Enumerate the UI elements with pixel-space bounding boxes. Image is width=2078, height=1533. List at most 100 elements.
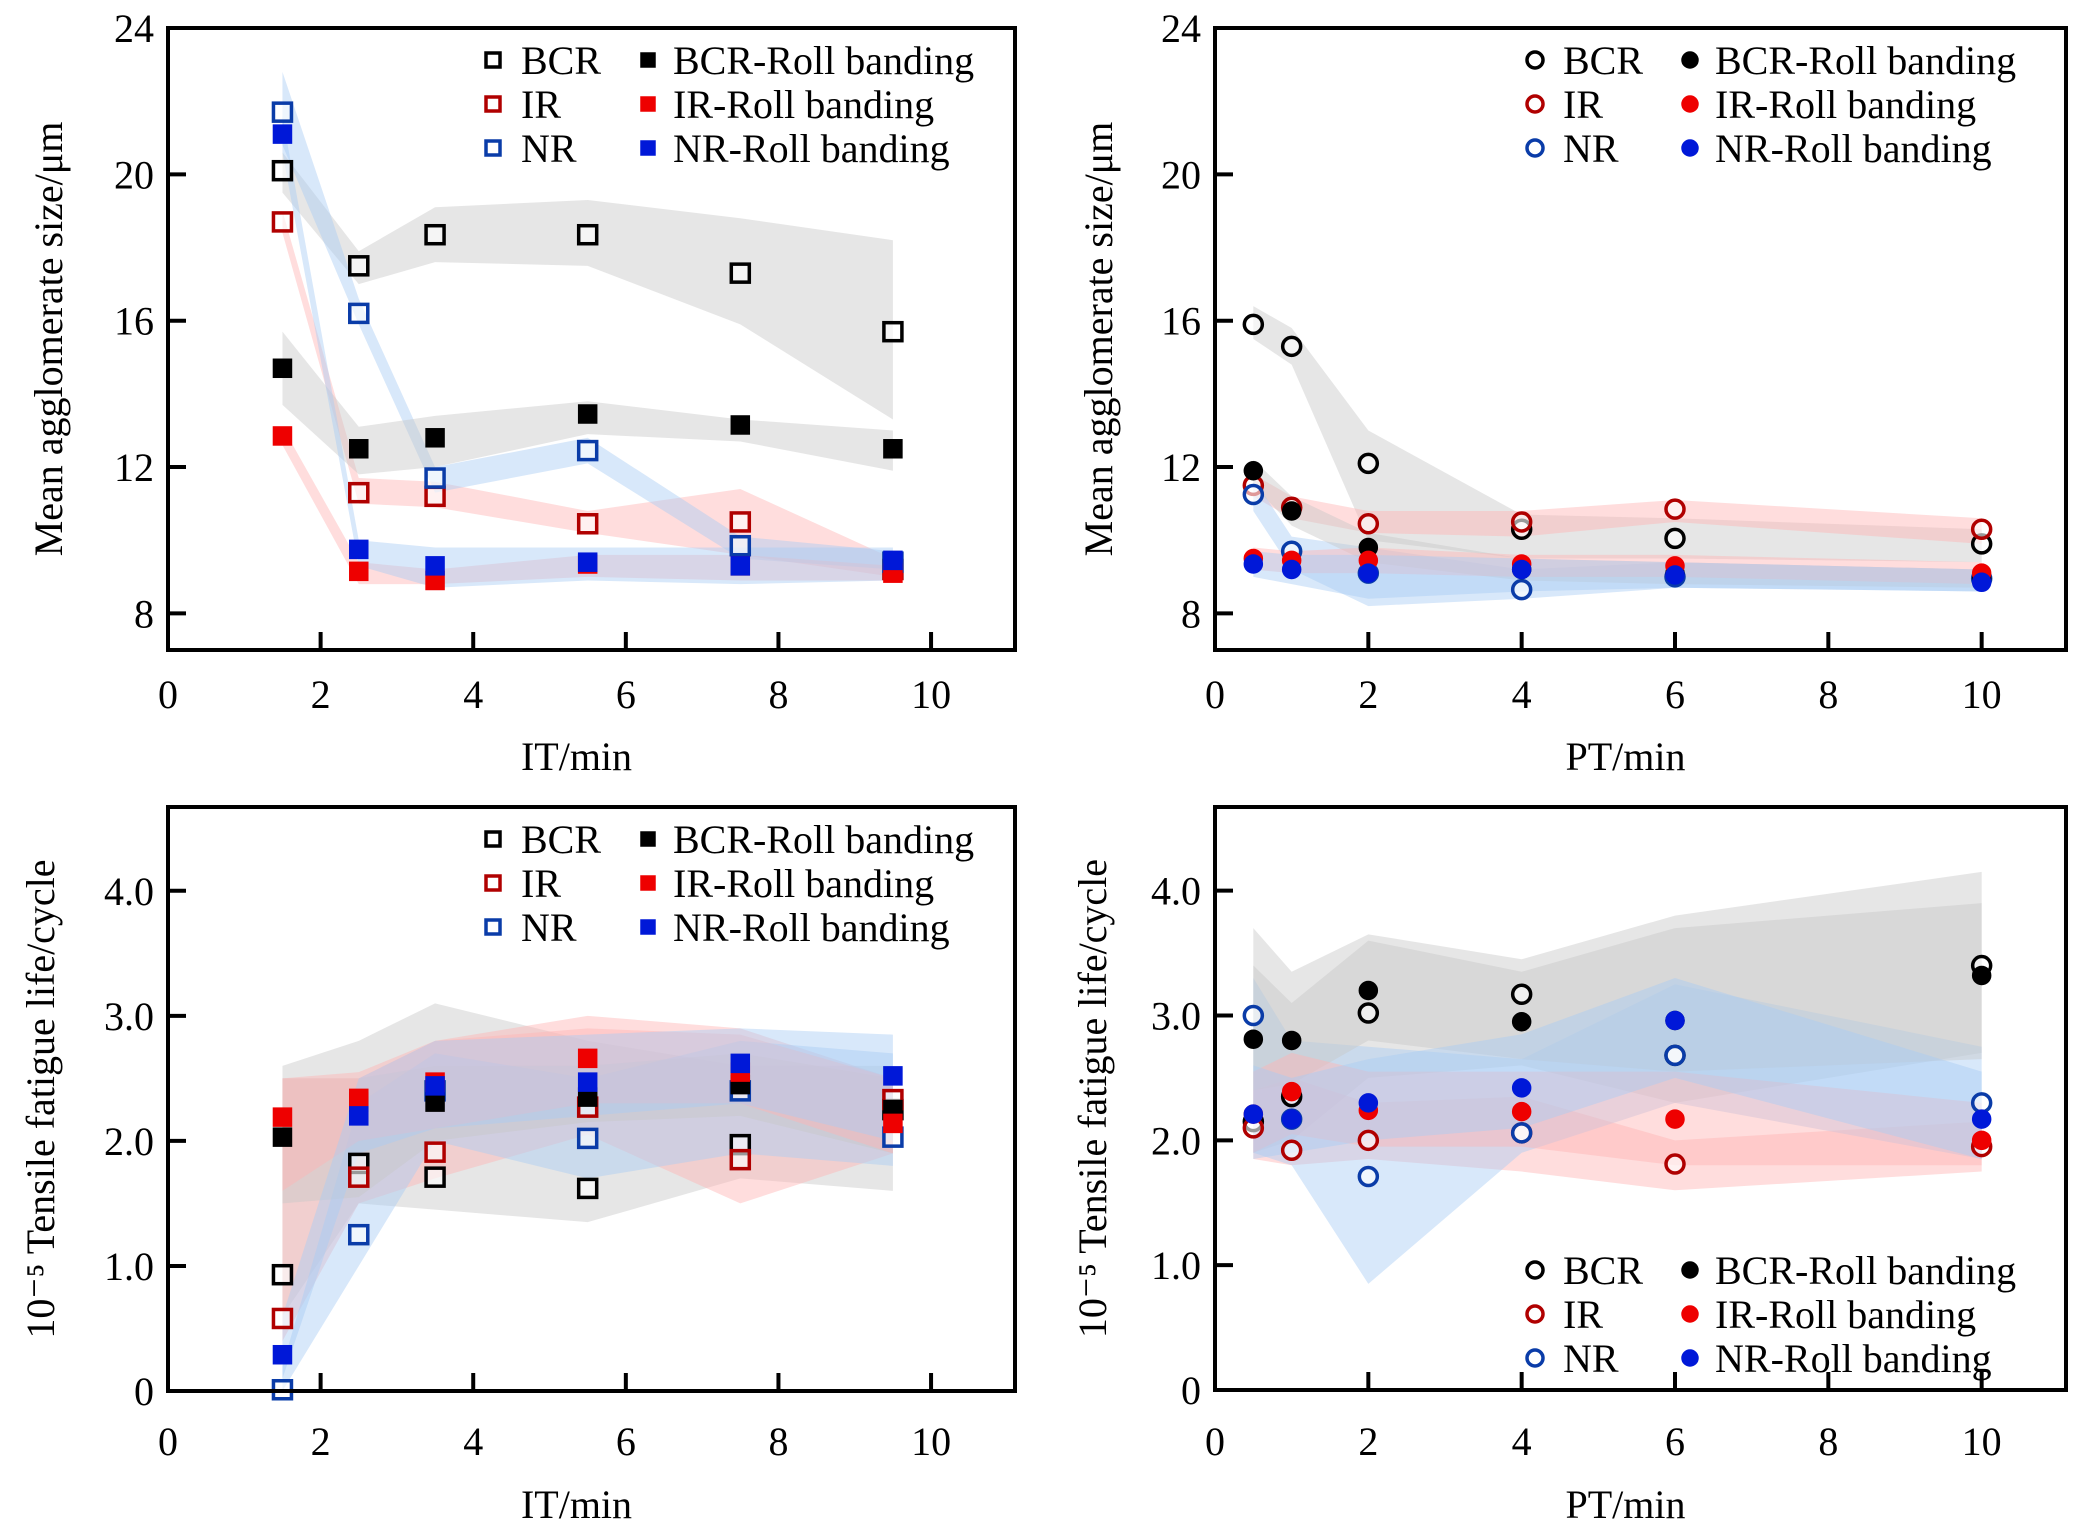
plot-frame (1213, 26, 2068, 652)
band-ir-rb (1253, 547, 1982, 585)
x-tick-label: 2 (1358, 672, 1378, 717)
point-ir (348, 1166, 370, 1188)
x-axis-title: IT/min (521, 734, 632, 779)
y-tick-label: 12 (1161, 445, 1201, 490)
legend-label: BCR-Roll banding (1715, 38, 2016, 83)
band-bcr (282, 152, 893, 420)
legend-label: IR (1563, 82, 1603, 127)
y-tick-label: 1.0 (1151, 1243, 1201, 1288)
legend-label: IR (1563, 1292, 1603, 1337)
point-bcr-rb (349, 439, 369, 459)
point-nr-rb (1243, 1104, 1264, 1124)
point-ir (424, 1141, 446, 1163)
x-tick-label: 0 (1205, 672, 1225, 717)
point-ir (1510, 511, 1533, 533)
point-nr (348, 1223, 370, 1246)
point-bcr-rb (425, 1092, 445, 1112)
legend-item-bcr: BCR (484, 817, 601, 862)
point-ir (1664, 1153, 1686, 1175)
point-bcr (882, 320, 904, 343)
x-tick-label: 4 (463, 1419, 483, 1464)
data-points (271, 1048, 904, 1401)
x-tick-label: 2 (311, 1419, 331, 1464)
x-tick-label: 4 (1512, 1419, 1532, 1464)
y-tick-label: 16 (1161, 299, 1201, 344)
point-nr-rb (349, 1106, 369, 1126)
x-tick-label: 2 (311, 672, 331, 717)
legend-label: BCR (521, 38, 601, 83)
legend-item-nr: NR (1525, 126, 1619, 171)
band-ir-rb (1253, 1052, 1982, 1166)
x-axis-title: PT/min (1565, 1482, 1685, 1527)
y-tick-label: 4.0 (104, 869, 154, 914)
point-ir-rb (272, 426, 293, 446)
legend-item-ir: IR (484, 82, 561, 127)
legend-item-nr: NR (484, 126, 577, 171)
point-ir-rb (577, 1048, 598, 1069)
legend-marker-ir (484, 95, 502, 113)
legend-label: NR (1563, 1336, 1619, 1381)
point-nr (576, 439, 599, 462)
legend-marker-ir-rb (640, 96, 656, 112)
band-nr (282, 1040, 893, 1391)
y-axis-title: Mean agglomerate size/μm (26, 122, 71, 557)
y-tick-label: 4.0 (1151, 869, 1201, 914)
legend-marker-ir-rb (640, 875, 656, 891)
x-axis-title: IT/min (521, 1482, 632, 1527)
point-nr-rb (577, 1072, 598, 1092)
legend-label: BCR (521, 817, 601, 862)
x-tick-label: 0 (158, 1419, 178, 1464)
legend-item-bcr-rb: BCR-Roll banding (1681, 1248, 2016, 1293)
point-nr-rb (883, 1066, 903, 1086)
point-nr (1664, 1044, 1686, 1067)
band-nr-rb (1253, 978, 1982, 1160)
x-tick-label: 10 (911, 1419, 951, 1464)
x-tick-label: 4 (1512, 672, 1532, 717)
point-bcr (424, 1166, 446, 1188)
legend-item-ir-rb: IR-Roll banding (1681, 1292, 1976, 1337)
legend-marker-bcr-rb (640, 831, 656, 847)
legend-item-nr-rb: NR-Roll banding (1681, 126, 1992, 171)
plot-frame (166, 805, 1017, 1393)
legend-label: IR-Roll banding (1715, 82, 1976, 127)
legend-label: NR-Roll banding (673, 905, 950, 950)
y-tick-label: 3.0 (1151, 993, 1201, 1038)
y-axis-title: 10⁻⁵ Tensile fatigue life/cycle (1070, 859, 1115, 1338)
band-nr (1253, 478, 1982, 607)
legend-marker-nr-rb (1681, 1349, 1699, 1367)
series-nr-rb (1243, 1010, 1992, 1129)
legend-item-ir: IR (484, 861, 561, 906)
x-tick-label: 10 (1962, 672, 2002, 717)
y-tick-label: 12 (114, 445, 154, 490)
band-ir-rb (282, 426, 893, 585)
point-ir-rb (349, 561, 369, 582)
point-bcr-rb (272, 358, 293, 379)
point-ir (1970, 518, 1993, 541)
legend-label: BCR-Roll banding (673, 817, 974, 862)
panel-bottom-left: 0 2 4 6 8 10 0 1.0 2.0 3.0 4.0 IT/min 10⁻⁵ Tensile f… (18, 805, 1017, 1527)
data-points (271, 101, 904, 591)
point-nr-rb (1511, 559, 1532, 580)
legend-item-bcr-rb: BCR-Roll banding (640, 38, 974, 83)
confidence-bands (1253, 306, 1982, 607)
point-nr (1242, 1004, 1265, 1027)
legend-marker-bcr (484, 51, 502, 69)
point-ir (271, 211, 294, 233)
y-axis-title: 10⁻⁵ Tensile fatigue life/cycle (18, 859, 63, 1338)
point-nr-rb (1358, 1093, 1379, 1113)
point-nr (1510, 1122, 1533, 1144)
legend-item-bcr-rb: BCR-Roll banding (640, 817, 974, 862)
point-bcr (348, 255, 370, 277)
point-bcr (1664, 527, 1686, 550)
point-ir (1664, 498, 1686, 520)
data-points (1242, 954, 1993, 1188)
point-nr-rb (272, 124, 293, 144)
legend-label: NR-Roll banding (673, 126, 950, 171)
point-bcr (729, 262, 752, 284)
point-ir-rb (272, 1107, 293, 1127)
point-ir (1357, 513, 1380, 535)
series-nr-rb (272, 124, 903, 576)
point-ir (729, 1148, 752, 1171)
